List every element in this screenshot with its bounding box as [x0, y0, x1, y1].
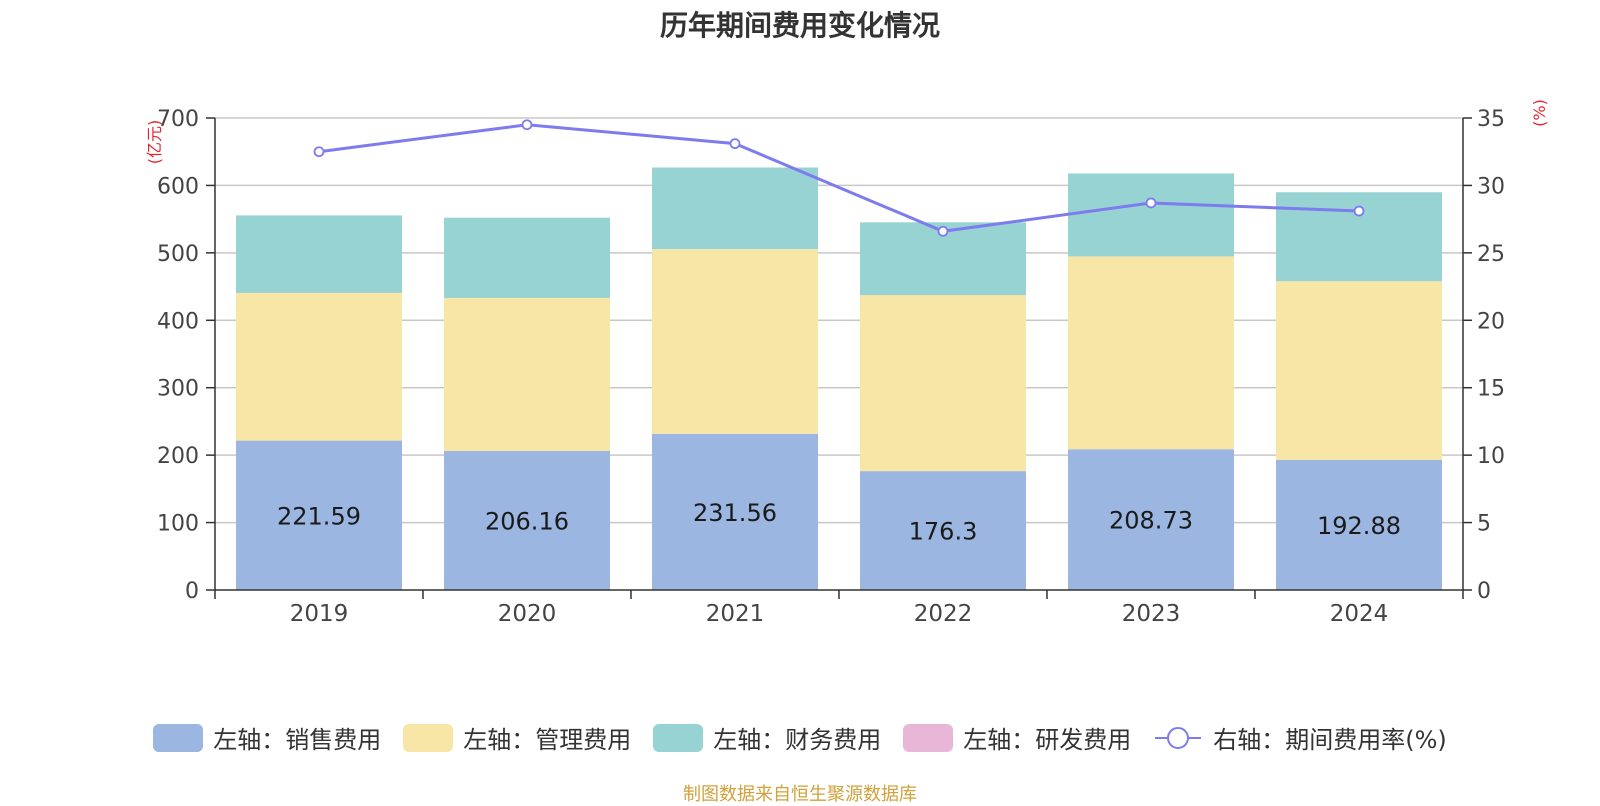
x-tick-label: 2022	[914, 601, 973, 627]
bar-segment-1	[444, 297, 610, 451]
bar-segment-1	[860, 295, 1026, 472]
legend-item[interactable]: 左轴：财务费用	[653, 720, 881, 755]
bars	[236, 167, 1442, 590]
right-tick-label: 10	[1477, 444, 1505, 469]
legend-label: 左轴：研发费用	[963, 726, 1132, 754]
left-tick-label: 0	[185, 579, 199, 604]
rate-point	[1145, 197, 1157, 209]
rate-point	[937, 225, 949, 237]
bar-segment-2	[1276, 192, 1442, 282]
bar-data-label: 221.59	[277, 502, 361, 530]
left-tick-label: 300	[157, 377, 199, 402]
legend-swatch	[153, 723, 204, 752]
left-axis-unit: (亿元)	[145, 120, 164, 165]
bar-data-label: 176.3	[909, 518, 978, 546]
left-tick-label: 700	[157, 107, 199, 132]
legend-label: 左轴：管理费用	[463, 726, 632, 754]
legend: 左轴：销售费用 左轴：管理费用 左轴：财务费用 左轴：研发费用 右轴：期间费用率(%)	[0, 720, 1600, 755]
bar-segment-2	[652, 167, 818, 250]
right-tick-label: 5	[1477, 512, 1491, 537]
left-tick-label: 400	[157, 309, 199, 334]
right-tick-label: 25	[1477, 242, 1505, 267]
legend-label: 右轴：期间费用率(%)	[1213, 726, 1447, 754]
legend-swatch	[403, 723, 454, 752]
rate-point	[1353, 205, 1365, 217]
right-tick-label: 0	[1477, 579, 1491, 604]
rate-line-path	[318, 123, 1360, 233]
right-tick-label: 30	[1477, 174, 1505, 199]
legend-label: 左轴：销售费用	[213, 726, 382, 754]
legend-swatch	[903, 723, 954, 752]
x-tick-label: 2023	[1122, 601, 1181, 627]
left-tick-label: 200	[157, 444, 199, 469]
bar-segment-0	[652, 433, 818, 590]
x-tick-label: 2021	[706, 601, 765, 627]
bar-segment-1	[1068, 256, 1234, 450]
bar-segment-0	[1276, 459, 1442, 590]
bar-data-label: 206.16	[485, 507, 569, 535]
right-tick-label: 35	[1477, 107, 1505, 132]
legend-swatch	[653, 723, 704, 752]
bar-segment-2	[444, 217, 610, 298]
legend-item[interactable]: 左轴：销售费用	[153, 720, 381, 755]
bar-segment-2	[236, 215, 402, 293]
bar-data-label: 208.73	[1109, 507, 1193, 535]
rate-point	[521, 119, 533, 131]
bar-segment-1	[236, 292, 402, 441]
bar-segment-0	[236, 440, 402, 590]
legend-line-swatch	[1155, 726, 1202, 749]
bar-segment-0	[444, 450, 610, 590]
legend-label: 左轴：财务费用	[713, 726, 882, 754]
bar-data-label: 192.88	[1317, 512, 1401, 540]
data-labels: 221.59 206.16 231.56 176.3 208.73 192.88	[277, 499, 1401, 546]
x-tick-label: 2020	[498, 601, 557, 627]
legend-item[interactable]: 左轴：研发费用	[903, 720, 1131, 755]
rate-point	[313, 146, 325, 158]
legend-item[interactable]: 左轴：管理费用	[403, 720, 631, 755]
left-tick-label: 600	[157, 174, 199, 199]
bar-segment-1	[1276, 281, 1442, 460]
gridlines	[215, 117, 1463, 524]
source-note: 制图数据来自恒生聚源数据库	[683, 784, 917, 805]
left-tick-label: 100	[157, 512, 199, 537]
bar-segment-0	[860, 471, 1026, 590]
right-axis-unit: (%)	[1530, 99, 1549, 127]
left-tick-label: 500	[157, 242, 199, 267]
legend-item[interactable]: 右轴：期间费用率(%)	[1153, 720, 1447, 755]
chart-title: 历年期间费用变化情况	[659, 9, 940, 42]
rate-point	[729, 138, 741, 150]
rate-line	[313, 119, 1365, 237]
axes: 0 100 200 300 400 500 600 700 0 5 10 15 20 25 30 35 2019…	[145, 99, 1549, 627]
x-tick-label: 2019	[290, 601, 349, 627]
x-tick-label: 2024	[1330, 601, 1389, 627]
bar-segment-1	[652, 249, 818, 434]
bar-segment-2	[1068, 173, 1234, 257]
right-tick-label: 15	[1477, 377, 1505, 402]
bar-data-label: 231.56	[693, 499, 777, 527]
right-tick-label: 20	[1477, 309, 1505, 334]
bar-segment-0	[1068, 449, 1234, 590]
